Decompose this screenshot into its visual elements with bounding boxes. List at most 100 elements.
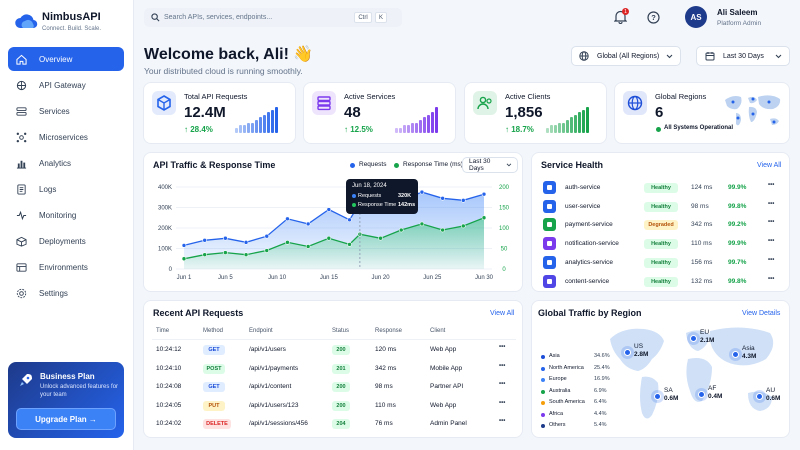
- row-more-button[interactable]: •••: [768, 275, 775, 282]
- sidebar-item-monitoring[interactable]: Monitoring: [8, 203, 124, 227]
- avatar[interactable]: AS: [685, 6, 707, 28]
- data-point[interactable]: [243, 240, 249, 245]
- table-row[interactable]: 10:24:10 POST/api/v1/payments 201 342 ms Mob…: [144, 362, 524, 378]
- data-point[interactable]: [305, 244, 311, 249]
- service-row[interactable]: user-service Healthy 98 ms 99.8% •••: [532, 199, 791, 216]
- stat-spark-bar: [427, 114, 430, 133]
- cloud-logo-icon: [15, 14, 38, 29]
- data-point[interactable]: [264, 248, 270, 253]
- data-point[interactable]: [202, 238, 207, 243]
- service-row[interactable]: notification-service Healthy 110 ms 99.9% ••…: [532, 236, 791, 253]
- service-row[interactable]: content-service Healthy 132 ms 99.8% •••: [532, 274, 791, 291]
- row-more-button[interactable]: •••: [499, 344, 506, 350]
- data-point[interactable]: [440, 195, 445, 201]
- stat-spark-bar: [558, 122, 561, 133]
- data-point[interactable]: [223, 235, 228, 241]
- view-details-link[interactable]: View Details: [742, 310, 781, 317]
- service-row[interactable]: auth-service Healthy 124 ms 99.9% •••: [532, 180, 791, 197]
- data-point[interactable]: [347, 242, 352, 247]
- region-marker-dot[interactable]: [732, 351, 739, 358]
- sidebar-item-label: Overview: [39, 54, 73, 64]
- data-point[interactable]: [419, 189, 425, 195]
- stat-spark-bar: [255, 120, 258, 133]
- region-name: Africa: [549, 410, 564, 417]
- sidebar-item-api-gateway[interactable]: API Gateway: [8, 73, 124, 97]
- data-point[interactable]: [398, 227, 404, 233]
- region-marker-dot[interactable]: [624, 349, 631, 356]
- service-row[interactable]: payment-service Degraded 342 ms 99.2% •••: [532, 217, 791, 234]
- data-point[interactable]: [481, 215, 487, 221]
- upgrade-plan-button[interactable]: Upgrade Plan →: [16, 408, 116, 430]
- stat-delta: ↑ 12.5%: [344, 125, 373, 134]
- region-select[interactable]: Global (All Regions): [571, 46, 681, 66]
- row-more-button[interactable]: •••: [499, 399, 506, 406]
- data-point[interactable]: [326, 235, 332, 241]
- region-marker-dot[interactable]: [654, 393, 661, 400]
- data-point[interactable]: [243, 252, 249, 257]
- method-badge: DELETE: [203, 419, 231, 429]
- data-point[interactable]: [223, 250, 228, 255]
- recent-requests-title: Recent API Requests: [153, 308, 244, 318]
- region-marker-value: 0.4M: [708, 393, 723, 400]
- data-point[interactable]: [461, 198, 466, 203]
- page-subtitle: Your distributed cloud is running smooth…: [144, 66, 303, 76]
- data-point[interactable]: [202, 252, 207, 257]
- legend-dot: [541, 389, 545, 394]
- sidebar-item-logs[interactable]: Logs: [8, 177, 124, 201]
- data-point[interactable]: [481, 191, 487, 197]
- traffic-range-select[interactable]: Last 30 Days: [462, 157, 518, 173]
- data-point[interactable]: [285, 240, 290, 245]
- region-marker-dot[interactable]: [698, 391, 705, 398]
- table-row[interactable]: 10:24:05 PUT/api/v1/users/123 200 110 ms Web…: [144, 399, 524, 415]
- row-more-button[interactable]: •••: [768, 219, 775, 226]
- table-row[interactable]: 10:24:12 GET/api/v1/users 200 120 ms Web App…: [144, 343, 524, 359]
- tooltip-req-label: Requests: [358, 193, 382, 199]
- data-point[interactable]: [181, 243, 187, 248]
- row-more-button[interactable]: •••: [768, 200, 775, 207]
- search-placeholder: Search APIs, services, endpoints...: [164, 14, 273, 21]
- service-uptime: 99.8%: [728, 202, 747, 210]
- service-row[interactable]: analytics-service Healthy 156 ms 99.7% •••: [532, 255, 791, 272]
- data-point[interactable]: [305, 221, 311, 227]
- sidebar-item-microservices[interactable]: Microservices: [8, 125, 124, 149]
- data-point[interactable]: [326, 207, 332, 212]
- row-more-button[interactable]: •••: [499, 381, 506, 387]
- table-row[interactable]: 10:24:02 DELETE/api/v1/sessions/456 204 76 …: [144, 417, 524, 433]
- table-row[interactable]: 10:24:08 GET/api/v1/content 200 98 ms Partne…: [144, 380, 524, 396]
- tooltip-resp-value: 142ms: [398, 202, 416, 208]
- region-marker-dot[interactable]: [756, 393, 763, 400]
- health-view-all-link[interactable]: View All: [757, 162, 782, 169]
- requests-view-all-link[interactable]: View All: [490, 310, 515, 317]
- row-more-button[interactable]: •••: [768, 238, 775, 245]
- data-point[interactable]: [440, 227, 445, 233]
- row-more-button[interactable]: •••: [768, 256, 775, 263]
- data-point[interactable]: [264, 233, 270, 239]
- region-name: North America: [549, 364, 584, 371]
- stat-card: Total API Requests 12.4M ↑ 28.4%: [143, 82, 296, 144]
- sidebar-item-deployments[interactable]: Deployments: [8, 229, 124, 253]
- row-more-button[interactable]: •••: [499, 418, 506, 424]
- stat-delta: ↑ 18.7%: [505, 125, 534, 134]
- row-more-button[interactable]: •••: [499, 362, 506, 369]
- traffic-chart[interactable]: 0 0 100K 50 200K 100 300K 150 400K 200 Jun 1 Jun 5 J…: [144, 153, 524, 293]
- row-more-button[interactable]: •••: [768, 182, 775, 188]
- data-point[interactable]: [347, 217, 352, 223]
- region-marker-code: AU: [766, 387, 776, 394]
- data-point[interactable]: [181, 256, 187, 262]
- world-map[interactable]: [602, 319, 787, 437]
- data-point[interactable]: [461, 223, 466, 229]
- data-point[interactable]: [419, 221, 425, 227]
- sidebar-item-services[interactable]: Services: [8, 99, 124, 123]
- service-uptime: 99.2%: [728, 221, 747, 229]
- region-marker-dot[interactable]: [690, 335, 697, 342]
- sidebar-item-analytics[interactable]: Analytics: [8, 151, 124, 175]
- data-point[interactable]: [285, 216, 290, 222]
- help-icon[interactable]: ?: [647, 11, 660, 24]
- sidebar-item-overview[interactable]: Overview: [8, 47, 124, 71]
- sidebar-item-settings[interactable]: Settings: [8, 281, 124, 305]
- date-range-select[interactable]: Last 30 Days: [696, 46, 790, 66]
- request-response-time: 342 ms: [375, 364, 397, 372]
- data-point[interactable]: [378, 235, 383, 241]
- search-input[interactable]: Search APIs, services, endpoints... Ctrl…: [144, 8, 402, 27]
- sidebar-item-environments[interactable]: Environments: [8, 255, 124, 279]
